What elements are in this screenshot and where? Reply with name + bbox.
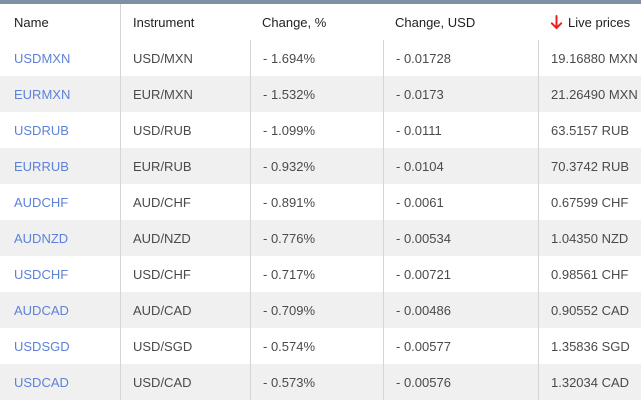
live-price-cell: 0.98561 CHF xyxy=(538,256,641,292)
column-header-name[interactable]: Name xyxy=(14,14,49,30)
live-price-cell: 0.90552 CAD xyxy=(538,292,641,328)
name-cell: AUDCHF xyxy=(0,184,120,220)
live-prices-table: Name Instrument Change, % Change, USD Li… xyxy=(0,4,641,400)
change-pct-cell: - 1.532% xyxy=(250,76,383,112)
change-usd-cell: - 0.0111 xyxy=(383,112,538,148)
instrument-name-link[interactable]: USDRUB xyxy=(14,122,69,138)
change-pct-cell: - 0.574% xyxy=(250,328,383,364)
change-pct-cell: - 1.099% xyxy=(250,112,383,148)
top-accent-bar xyxy=(0,0,641,4)
instrument-cell: AUD/NZD xyxy=(120,220,250,256)
column-header-live-prices-label: Live prices xyxy=(568,14,631,30)
table-row: EURRUB EUR/RUB - 0.932% - 0.0104 70.3742… xyxy=(0,148,641,184)
name-cell: USDCAD xyxy=(0,364,120,400)
change-pct-cell: - 0.717% xyxy=(250,256,383,292)
name-cell: USDCHF xyxy=(0,256,120,292)
live-price-cell: 19.16880 MXN xyxy=(538,40,641,76)
instrument-name-link[interactable]: EURMXN xyxy=(14,86,71,102)
live-price-cell: 21.26490 MXN xyxy=(538,76,641,112)
table-row: AUDNZD AUD/NZD - 0.776% - 0.00534 1.0435… xyxy=(0,220,641,256)
live-price-cell: 1.35836 SGD xyxy=(538,328,641,364)
instrument-name-link[interactable]: USDSGD xyxy=(14,338,70,354)
name-cell: AUDCAD xyxy=(0,292,120,328)
table-row: AUDCHF AUD/CHF - 0.891% - 0.0061 0.67599… xyxy=(0,184,641,220)
live-price-cell: 0.67599 CHF xyxy=(538,184,641,220)
name-cell: USDMXN xyxy=(0,40,120,76)
column-header-change-usd[interactable]: Change, USD xyxy=(395,14,476,30)
table-row: USDRUB USD/RUB - 1.099% - 0.0111 63.5157… xyxy=(0,112,641,148)
column-header-live-prices[interactable]: Live prices xyxy=(538,4,641,40)
name-cell: EURMXN xyxy=(0,76,120,112)
column-header-change-pct[interactable]: Change, % xyxy=(262,14,327,30)
table-row: USDCAD USD/CAD - 0.573% - 0.00576 1.3203… xyxy=(0,364,641,400)
instrument-name-link[interactable]: AUDCHF xyxy=(14,194,69,210)
change-usd-cell: - 0.00721 xyxy=(383,256,538,292)
change-pct-cell: - 0.776% xyxy=(250,220,383,256)
column-header-instrument[interactable]: Instrument xyxy=(120,4,250,40)
change-usd-cell: - 0.01728 xyxy=(383,40,538,76)
table-row: USDCHF USD/CHF - 0.717% - 0.00721 0.9856… xyxy=(0,256,641,292)
instrument-cell: USD/CAD xyxy=(120,364,250,400)
name-cell: EURRUB xyxy=(0,148,120,184)
live-price-cell: 63.5157 RUB xyxy=(538,112,641,148)
instrument-name-link[interactable]: AUDNZD xyxy=(14,230,69,246)
instrument-name-link[interactable]: USDCAD xyxy=(14,374,69,390)
instrument-cell: USD/SGD xyxy=(120,328,250,364)
change-usd-cell: - 0.0061 xyxy=(383,184,538,220)
instrument-cell: USD/CHF xyxy=(120,256,250,292)
instrument-cell: EUR/RUB xyxy=(120,148,250,184)
table-header-row: Name Instrument Change, % Change, USD Li… xyxy=(0,4,641,40)
table-row: USDMXN USD/MXN - 1.694% - 0.01728 19.168… xyxy=(0,40,641,76)
table-row: EURMXN EUR/MXN - 1.532% - 0.0173 21.2649… xyxy=(0,76,641,112)
live-price-cell: 70.3742 RUB xyxy=(538,148,641,184)
table-row: USDSGD USD/SGD - 0.574% - 0.00577 1.3583… xyxy=(0,328,641,364)
name-cell: AUDNZD xyxy=(0,220,120,256)
change-pct-cell: - 1.694% xyxy=(250,40,383,76)
name-cell: USDRUB xyxy=(0,112,120,148)
instrument-cell: AUD/CAD xyxy=(120,292,250,328)
instrument-name-link[interactable]: USDMXN xyxy=(14,50,71,66)
instrument-cell: EUR/MXN xyxy=(120,76,250,112)
change-usd-cell: - 0.00577 xyxy=(383,328,538,364)
name-cell: USDSGD xyxy=(0,328,120,364)
change-usd-cell: - 0.0104 xyxy=(383,148,538,184)
table-body: USDMXN USD/MXN - 1.694% - 0.01728 19.168… xyxy=(0,40,641,400)
instrument-cell: USD/RUB xyxy=(120,112,250,148)
instrument-name-link[interactable]: USDCHF xyxy=(14,266,69,282)
change-usd-cell: - 0.00486 xyxy=(383,292,538,328)
live-price-cell: 1.04350 NZD xyxy=(538,220,641,256)
table-row: AUDCAD AUD/CAD - 0.709% - 0.00486 0.9055… xyxy=(0,292,641,328)
change-usd-cell: - 0.00534 xyxy=(383,220,538,256)
change-usd-cell: - 0.00576 xyxy=(383,364,538,400)
instrument-cell: USD/MXN xyxy=(120,40,250,76)
live-price-cell: 1.32034 CAD xyxy=(538,364,641,400)
change-pct-cell: - 0.891% xyxy=(250,184,383,220)
change-usd-cell: - 0.0173 xyxy=(383,76,538,112)
instrument-name-link[interactable]: AUDCAD xyxy=(14,302,69,318)
change-pct-cell: - 0.573% xyxy=(250,364,383,400)
instrument-cell: AUD/CHF xyxy=(120,184,250,220)
change-pct-cell: - 0.709% xyxy=(250,292,383,328)
change-pct-cell: - 0.932% xyxy=(250,148,383,184)
instrument-name-link[interactable]: EURRUB xyxy=(14,158,69,174)
sort-arrow-down-icon xyxy=(550,14,563,30)
